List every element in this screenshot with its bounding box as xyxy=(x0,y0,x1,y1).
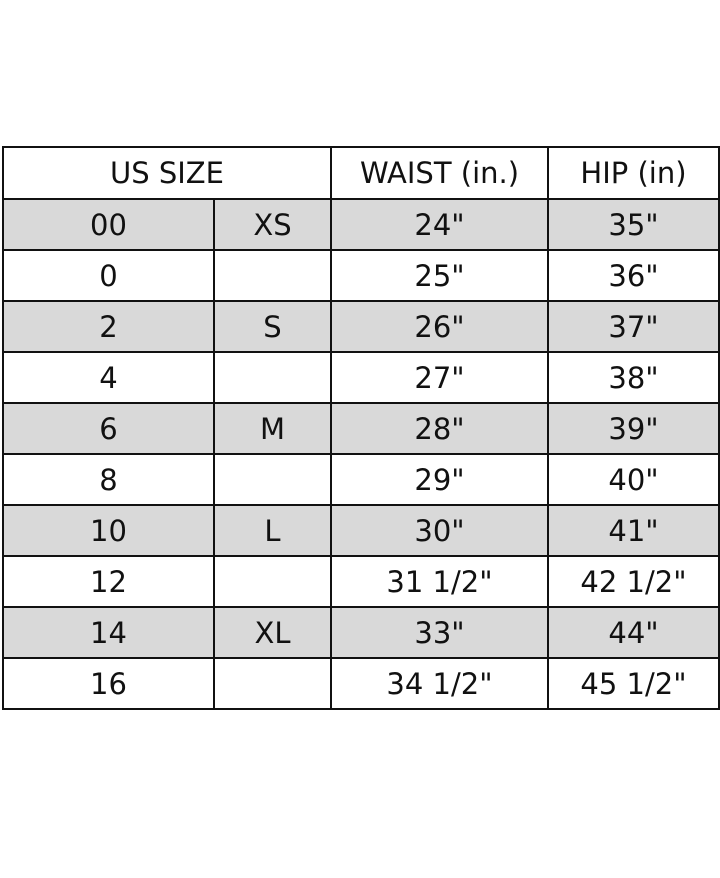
size-table: US SIZE WAIST (in.) HIP (in) 00 XS 24" 35" 0… xyxy=(2,146,720,710)
table-cell: 37" xyxy=(547,300,720,353)
table-cell: 29" xyxy=(330,453,549,506)
table-row: 2 S 26" 37" xyxy=(2,300,720,353)
table-cell: 33" xyxy=(330,606,549,659)
table-cell: M xyxy=(213,402,332,455)
table-cell: 16 xyxy=(2,657,215,710)
table-cell: 4 xyxy=(2,351,215,404)
table-row: 16 34 1/2" 45 1/2" xyxy=(2,657,720,710)
table-cell: 39" xyxy=(547,402,720,455)
table-row: 10 L 30" 41" xyxy=(2,504,720,557)
header-row: US SIZE WAIST (in.) HIP (in) xyxy=(2,146,720,200)
header-cell: WAIST (in.) xyxy=(330,146,549,200)
table-row: 8 29" 40" xyxy=(2,453,720,506)
table-cell xyxy=(213,351,332,404)
table-cell: 40" xyxy=(547,453,720,506)
table-cell: 10 xyxy=(2,504,215,557)
header-cell: US SIZE xyxy=(2,146,332,200)
table-cell: 27" xyxy=(330,351,549,404)
table-cell xyxy=(213,249,332,302)
table-cell: 42 1/2" xyxy=(547,555,720,608)
table-row: 4 27" 38" xyxy=(2,351,720,404)
table-cell: XS xyxy=(213,198,332,251)
table-cell: S xyxy=(213,300,332,353)
table-body: US SIZE WAIST (in.) HIP (in) 00 XS 24" 35" 0… xyxy=(2,146,720,710)
table-cell: L xyxy=(213,504,332,557)
table-cell: 35" xyxy=(547,198,720,251)
table-cell xyxy=(213,555,332,608)
table-row: 12 31 1/2" 42 1/2" xyxy=(2,555,720,608)
table-cell: 24" xyxy=(330,198,549,251)
table-cell: 34 1/2" xyxy=(330,657,549,710)
table-row: 14 XL 33" 44" xyxy=(2,606,720,659)
table-cell: 41" xyxy=(547,504,720,557)
table-cell: 25" xyxy=(330,249,549,302)
table-cell: 45 1/2" xyxy=(547,657,720,710)
table-cell: 26" xyxy=(330,300,549,353)
table-row: 00 XS 24" 35" xyxy=(2,198,720,251)
table-cell: 31 1/2" xyxy=(330,555,549,608)
table-cell: 14 xyxy=(2,606,215,659)
table-cell: 0 xyxy=(2,249,215,302)
table-cell: 2 xyxy=(2,300,215,353)
table-cell: 38" xyxy=(547,351,720,404)
table-cell: 36" xyxy=(547,249,720,302)
table-cell: 30" xyxy=(330,504,549,557)
table-row: 6 M 28" 39" xyxy=(2,402,720,455)
table-cell: 6 xyxy=(2,402,215,455)
table-cell: 28" xyxy=(330,402,549,455)
table-cell: 00 xyxy=(2,198,215,251)
table-cell: 8 xyxy=(2,453,215,506)
table-cell xyxy=(213,657,332,710)
table-cell: 44" xyxy=(547,606,720,659)
table-row: 0 25" 36" xyxy=(2,249,720,302)
table-cell: 12 xyxy=(2,555,215,608)
table-cell xyxy=(213,453,332,506)
header-cell: HIP (in) xyxy=(547,146,720,200)
table-cell: XL xyxy=(213,606,332,659)
